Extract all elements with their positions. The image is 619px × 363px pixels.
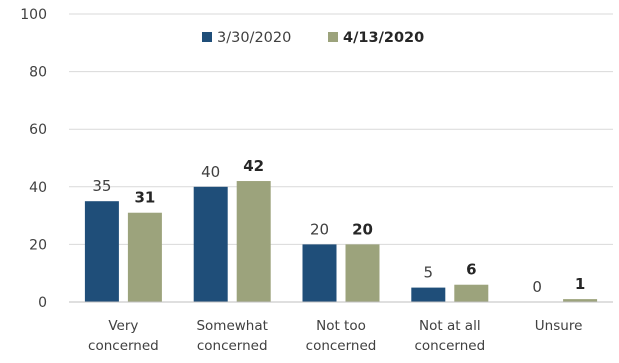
bar xyxy=(193,186,228,302)
x-category-label: concerned xyxy=(197,338,268,354)
data-label: 1 xyxy=(575,275,585,293)
y-tick-label: 100 xyxy=(20,7,47,23)
bar xyxy=(236,181,271,302)
x-category-label: Somewhat xyxy=(196,318,267,334)
data-label: 6 xyxy=(466,261,476,279)
data-label: 5 xyxy=(424,264,434,282)
data-label: 31 xyxy=(134,189,155,207)
x-category-label: concerned xyxy=(414,338,485,354)
x-category-label: concerned xyxy=(88,338,159,354)
bar xyxy=(84,201,119,302)
bar xyxy=(345,244,380,302)
legend-swatch xyxy=(328,32,338,42)
x-category-label: Not at all xyxy=(419,318,481,334)
bar xyxy=(454,284,489,302)
y-tick-label: 40 xyxy=(29,180,47,196)
data-label: 20 xyxy=(310,220,329,238)
y-tick-label: 20 xyxy=(29,237,47,253)
data-label: 0 xyxy=(532,278,542,296)
x-category-label: Very xyxy=(108,318,138,334)
bar xyxy=(302,244,337,302)
data-label: 40 xyxy=(201,163,220,181)
bar xyxy=(127,212,162,302)
x-category-label: Not too xyxy=(316,318,366,334)
legend-label: 4/13/2020 xyxy=(343,30,424,46)
y-tick-label: 60 xyxy=(29,122,47,138)
bar xyxy=(563,299,598,302)
data-label: 20 xyxy=(352,220,373,238)
x-category-label: concerned xyxy=(306,338,377,354)
bar xyxy=(411,287,446,302)
data-label: 35 xyxy=(92,177,111,195)
y-tick-label: 80 xyxy=(29,65,47,81)
legend-label: 3/30/2020 xyxy=(217,30,291,46)
y-tick-label: 0 xyxy=(38,295,47,311)
legend-swatch xyxy=(202,32,212,42)
data-label: 42 xyxy=(243,157,264,175)
x-category-label: Unsure xyxy=(535,318,583,334)
